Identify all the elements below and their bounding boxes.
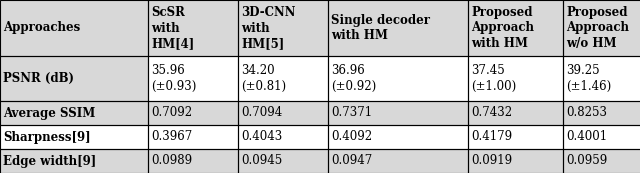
Text: 37.45
(±1.00): 37.45 (±1.00) (471, 64, 516, 93)
Text: Approaches: Approaches (3, 21, 80, 34)
Bar (0, 56, 148, 101)
Bar (328, 149, 468, 173)
Bar (0, 0, 148, 56)
Bar (328, 56, 468, 101)
Text: Single decoder
with HM: Single decoder with HM (331, 14, 430, 42)
Bar (238, 0, 328, 56)
Text: 0.0989: 0.0989 (151, 154, 192, 167)
Bar (0, 149, 148, 173)
Text: 0.3967: 0.3967 (151, 130, 192, 143)
Bar (468, 101, 563, 125)
Bar (238, 149, 328, 173)
Bar (468, 125, 563, 149)
Bar (563, 0, 640, 56)
Text: 0.0959: 0.0959 (566, 154, 607, 167)
Text: 0.0919: 0.0919 (471, 154, 512, 167)
Bar (0, 0, 148, 56)
Bar (148, 0, 238, 56)
Bar (238, 101, 328, 125)
Text: 39.25
(±1.46): 39.25 (±1.46) (566, 64, 611, 93)
Bar (563, 56, 640, 101)
Bar (468, 0, 563, 56)
Text: 0.0947: 0.0947 (331, 154, 372, 167)
Bar (328, 149, 468, 173)
Text: 35.96
(±0.93): 35.96 (±0.93) (151, 64, 196, 93)
Bar (148, 125, 238, 149)
Bar (328, 101, 468, 125)
Bar (238, 149, 328, 173)
Text: 0.8253: 0.8253 (566, 107, 607, 120)
Bar (563, 0, 640, 56)
Bar (0, 101, 148, 125)
Bar (563, 149, 640, 173)
Text: ScSR
with
HM[4]: ScSR with HM[4] (151, 6, 195, 50)
Text: Edge width[9]: Edge width[9] (3, 154, 96, 167)
Bar (328, 125, 468, 149)
Text: 0.0945: 0.0945 (241, 154, 282, 167)
Bar (148, 101, 238, 125)
Bar (563, 149, 640, 173)
Text: 0.7092: 0.7092 (151, 107, 192, 120)
Bar (328, 0, 468, 56)
Text: 0.4092: 0.4092 (331, 130, 372, 143)
Text: 0.7094: 0.7094 (241, 107, 282, 120)
Bar (563, 101, 640, 125)
Bar (148, 149, 238, 173)
Bar (148, 0, 238, 56)
Bar (238, 0, 328, 56)
Bar (468, 101, 563, 125)
Text: Average SSIM: Average SSIM (3, 107, 95, 120)
Bar (0, 125, 148, 149)
Text: 0.4001: 0.4001 (566, 130, 607, 143)
Bar (468, 149, 563, 173)
Bar (238, 101, 328, 125)
Bar (328, 0, 468, 56)
Text: PSNR (dB): PSNR (dB) (3, 72, 74, 85)
Text: 3D-CNN
with
HM[5]: 3D-CNN with HM[5] (241, 6, 296, 50)
Bar (0, 56, 148, 101)
Text: Proposed
Approach
with HM: Proposed Approach with HM (471, 6, 534, 50)
Text: Proposed
Approach
w/o HM: Proposed Approach w/o HM (566, 6, 629, 50)
Bar (468, 149, 563, 173)
Text: 0.7432: 0.7432 (471, 107, 512, 120)
Bar (468, 56, 563, 101)
Bar (148, 101, 238, 125)
Text: Sharpness[9]: Sharpness[9] (3, 130, 91, 143)
Bar (563, 125, 640, 149)
Text: 34.20
(±0.81): 34.20 (±0.81) (241, 64, 286, 93)
Bar (563, 101, 640, 125)
Text: 0.7371: 0.7371 (331, 107, 372, 120)
Bar (148, 149, 238, 173)
Text: 0.4179: 0.4179 (471, 130, 512, 143)
Bar (238, 125, 328, 149)
Bar (0, 149, 148, 173)
Bar (238, 56, 328, 101)
Bar (0, 101, 148, 125)
Text: 0.4043: 0.4043 (241, 130, 282, 143)
Bar (148, 56, 238, 101)
Bar (328, 101, 468, 125)
Bar (468, 0, 563, 56)
Text: 36.96
(±0.92): 36.96 (±0.92) (331, 64, 376, 93)
